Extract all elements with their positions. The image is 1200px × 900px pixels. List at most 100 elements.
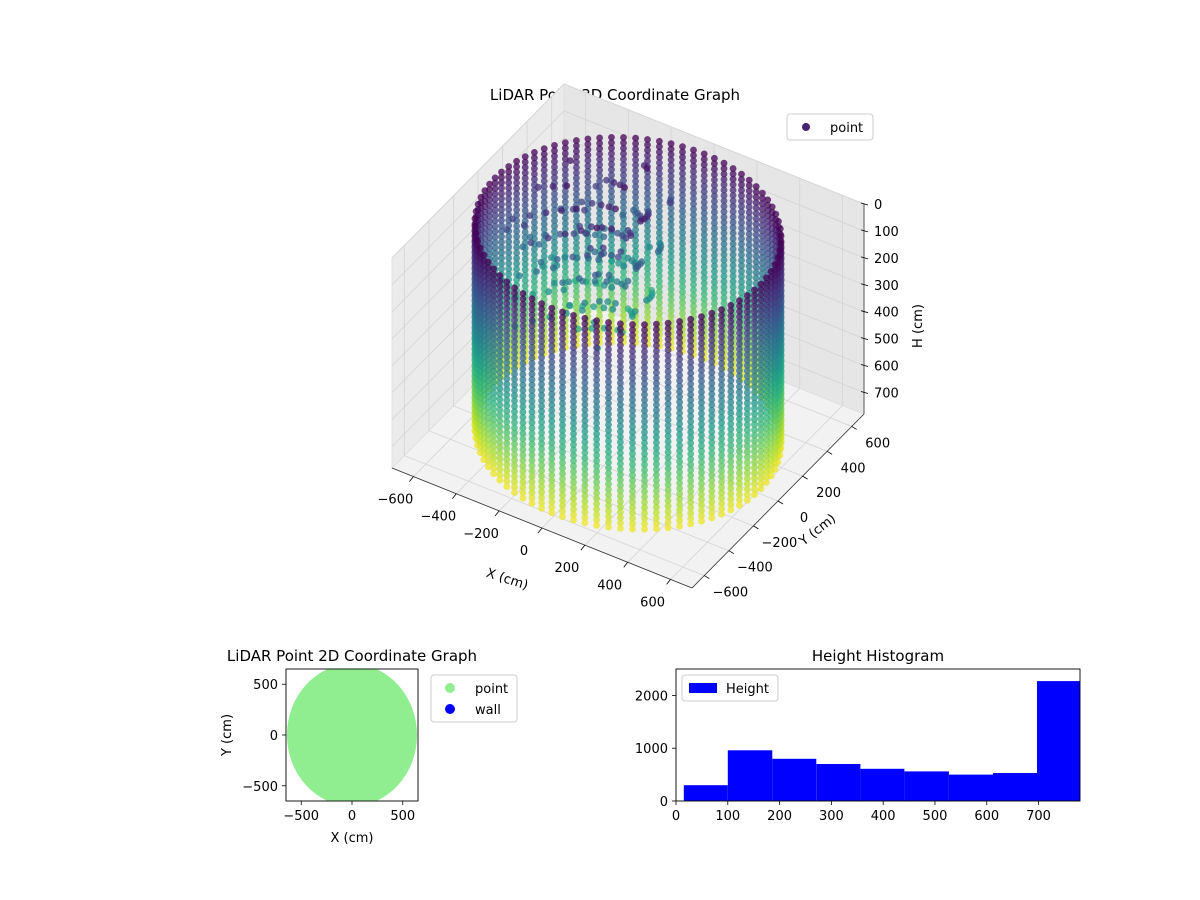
- data-point-3d: [687, 472, 695, 479]
- data-point-3d: [629, 493, 636, 501]
- data-point-3d: [690, 254, 697, 262]
- data-point-3d: [698, 329, 705, 337]
- data-point-3d: [738, 192, 745, 200]
- data-point-3d: [491, 196, 499, 203]
- data-point-3d: [551, 292, 558, 300]
- data-point-3d: [629, 391, 636, 398]
- data-point-3d: [593, 457, 600, 465]
- y-tick-label-3d: 400: [841, 461, 866, 476]
- data-point-3d: [690, 162, 697, 170]
- data-point-3d: [667, 172, 675, 180]
- data-point-3d: [718, 306, 725, 313]
- data-point-3d: [751, 437, 758, 445]
- data-point-3d: [551, 142, 558, 149]
- data-point-3d: [490, 292, 497, 300]
- data-point-3d: [763, 457, 770, 465]
- data-point-3d: [700, 295, 708, 303]
- data-point-3d: [727, 404, 735, 412]
- data-point-3d: [498, 254, 505, 262]
- data-point-3d: [548, 423, 556, 430]
- z-tick-3d: [860, 364, 869, 367]
- data-point-3d: [519, 446, 527, 454]
- data-point-3d: [596, 209, 603, 217]
- data-point-3d: [519, 467, 527, 475]
- data-point-3d: [763, 425, 770, 433]
- data-point-3d: [538, 327, 545, 334]
- data-point-3d: [676, 431, 683, 438]
- data-point-3d: [653, 412, 660, 419]
- data-point-3d: [511, 306, 518, 313]
- data-point-3d: [484, 312, 492, 320]
- data-point-3d: [588, 223, 595, 231]
- data-point-3d: [605, 486, 612, 493]
- data-point-3d: [763, 296, 770, 303]
- data-point-3d: [569, 253, 577, 261]
- data-point-3d: [676, 506, 683, 514]
- data-point-3d: [608, 150, 615, 158]
- data-point-3d: [759, 227, 766, 235]
- data-point-3d: [690, 205, 697, 213]
- data-point-3d: [708, 315, 716, 323]
- data-point-3d: [491, 217, 499, 225]
- data-point-3d: [511, 289, 518, 297]
- data-point-3d: [698, 469, 705, 477]
- data-point-3d: [711, 181, 718, 189]
- data-point-3d: [484, 307, 492, 314]
- chart-2d: LiDAR Point 2D Coordinate Graph −500 0 500…: [220, 647, 518, 846]
- data-point-3d: [698, 404, 705, 412]
- data-point-3d: [548, 493, 556, 500]
- data-point-3d: [718, 424, 725, 432]
- x-tick-label-3d: 600: [640, 595, 665, 610]
- data-point-3d: [752, 220, 760, 228]
- data-point-3d: [667, 301, 675, 309]
- data-point-3d: [757, 436, 765, 444]
- data-point-3d: [596, 177, 603, 185]
- data-point-3d: [708, 385, 716, 393]
- data-point-3d: [676, 517, 683, 525]
- data-point-3d: [573, 142, 580, 150]
- data-point-3d: [570, 349, 577, 357]
- data-point-3d: [751, 399, 758, 407]
- data-point-3d: [612, 300, 619, 307]
- data-point-3d: [727, 442, 735, 449]
- x-tick-label-2d: 500: [390, 809, 415, 824]
- data-point-3d: [653, 320, 660, 328]
- data-point-3d: [513, 227, 520, 235]
- data-point-3d: [738, 186, 745, 194]
- data-point-3d: [727, 372, 735, 379]
- data-point-3d: [596, 188, 603, 196]
- data-point-3d: [570, 333, 577, 341]
- data-point-3d: [551, 217, 558, 225]
- data-point-3d: [656, 294, 663, 301]
- data-point-3d: [687, 337, 695, 345]
- data-point-3d: [521, 277, 529, 284]
- data-point-3d: [727, 468, 735, 476]
- data-point-3d: [743, 367, 751, 375]
- data-point-3d: [708, 401, 716, 409]
- data-point-3d: [653, 326, 660, 333]
- data-point-3d: [511, 402, 518, 410]
- data-point-3d: [593, 392, 600, 400]
- data-point-3d: [593, 489, 600, 497]
- data-point-3d: [581, 422, 589, 430]
- data-point-3d: [752, 247, 760, 255]
- data-point-3d: [548, 509, 556, 517]
- data-point-3d: [738, 273, 745, 280]
- data-point-3d: [511, 408, 518, 416]
- data-point-3d: [617, 325, 624, 333]
- data-point-3d: [698, 474, 705, 482]
- data-point-3d: [620, 171, 627, 179]
- data-point-3d: [653, 353, 660, 360]
- data-point-3d: [644, 146, 651, 154]
- data-point-3d: [559, 346, 566, 354]
- data-point-3d: [736, 388, 743, 396]
- data-point-3d: [622, 234, 630, 242]
- data-point-3d: [511, 451, 518, 459]
- data-point-3d: [548, 428, 556, 436]
- data-point-3d: [751, 297, 758, 305]
- data-point-3d: [551, 298, 558, 305]
- points-3d: [471, 134, 785, 533]
- data-point-3d: [667, 188, 675, 196]
- data-point-3d: [519, 419, 527, 427]
- data-point-3d: [561, 193, 569, 201]
